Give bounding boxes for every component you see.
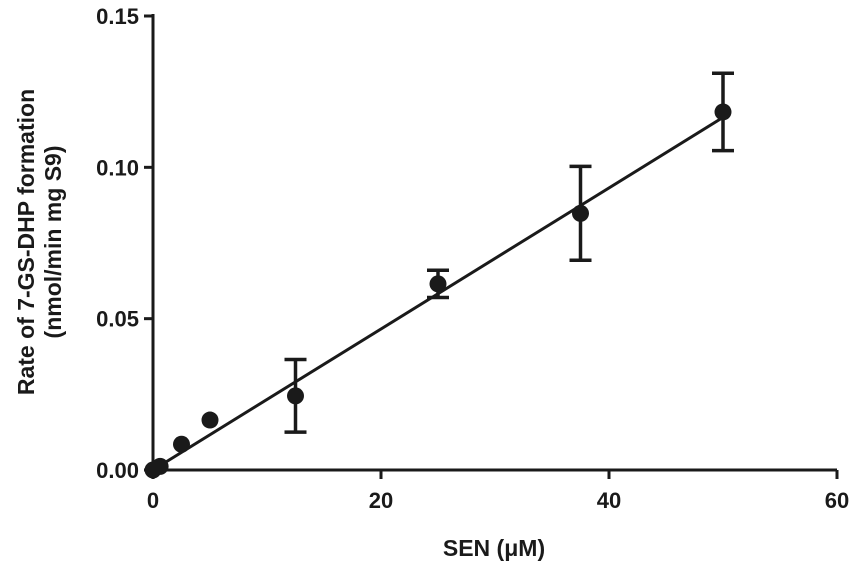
y-axis-title-line2: (nmol/min mg S9) [40,146,66,339]
data-point [201,411,219,429]
data-point [151,457,169,475]
x-tick-label: 0 [147,488,159,513]
data-point [287,387,304,405]
x-tick-label: 20 [369,488,393,513]
x-tick-label: 60 [825,488,849,513]
axes [151,14,837,472]
data-point [429,275,447,293]
data-points [144,103,732,479]
data-point [572,204,589,222]
y-tick-label: 0.05 [96,307,139,332]
x-axis-title: SEN (μM) [443,535,545,561]
data-point [714,103,732,121]
x-tick-label: 40 [597,488,621,513]
data-point [173,435,190,453]
y-tick-label: 0.15 [96,4,139,29]
y-axis-title-line1: Rate of 7-GS-DHP formation [13,89,39,395]
y-tick-label: 0.00 [96,458,139,483]
error-bars [284,71,734,434]
axis-ticks: 0 20 40 60 0.00 0.05 0.10 0.15 [96,4,849,513]
y-tick-label: 0.10 [96,155,139,180]
